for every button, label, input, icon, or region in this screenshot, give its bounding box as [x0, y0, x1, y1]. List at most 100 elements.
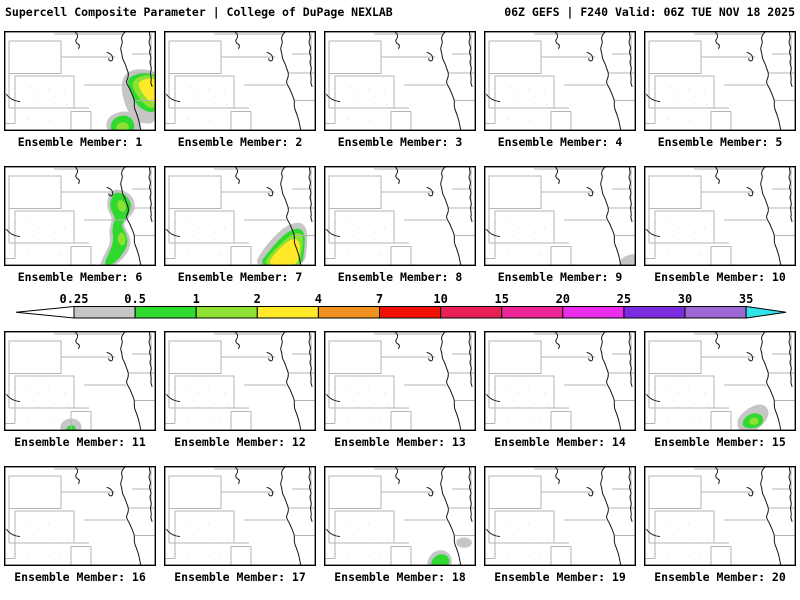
platte-river-icon [166, 94, 180, 102]
stipple-dot [357, 92, 359, 94]
stipple-dot [189, 221, 191, 223]
mississippi-river-icon [148, 466, 153, 522]
stipple-dot [193, 535, 195, 537]
stipple-dot [386, 104, 388, 106]
mississippi-river-icon [468, 166, 473, 222]
panel-caption: Ensemble Member: 14 [494, 435, 626, 449]
scale-segment [440, 306, 503, 319]
map-border [484, 466, 636, 566]
stipple-dot [347, 553, 349, 555]
river-curl-icon [106, 52, 114, 62]
stipple-dot [349, 86, 351, 88]
stipple-dot [53, 403, 55, 405]
stipple-dot [49, 120, 51, 122]
state-borders [325, 468, 475, 565]
ensemble-panel: Ensemble Member: 9 [484, 166, 636, 284]
ensemble-panel: Ensemble Member: 13 [324, 331, 476, 449]
stipple-dot [49, 255, 51, 257]
river-curl-icon [746, 52, 754, 62]
forecast-map [324, 166, 476, 266]
panel-row-2: Ensemble Member: 6 Ensemble Member: 7 Ense… [4, 166, 796, 284]
stipple-dot [386, 404, 388, 406]
ensemble-panel: Ensemble Member: 17 [164, 466, 316, 584]
scale-segment [317, 306, 380, 319]
ensemble-panel: Ensemble Member: 12 [164, 331, 316, 449]
stipple-dot [208, 523, 210, 525]
stipple-dot [669, 221, 671, 223]
ensemble-panel: Ensemble Member: 4 [484, 31, 636, 149]
stipple-dot [220, 419, 222, 421]
platte-river-icon [6, 94, 20, 102]
mississippi-river-icon [788, 31, 793, 87]
stipple-dot [187, 553, 189, 555]
stipple-dot [209, 555, 211, 557]
stipple-dot [197, 527, 199, 529]
map-border [324, 331, 476, 431]
stipple-dot [347, 118, 349, 120]
map-border [484, 331, 636, 431]
stipple-dot [706, 239, 708, 241]
stipple-dot [669, 386, 671, 388]
panel-caption: Ensemble Member: 8 [337, 270, 463, 284]
stipple-dot [677, 392, 679, 394]
missouri-river-sd-icon [75, 167, 80, 184]
forecast-map [644, 166, 796, 266]
stipple-dot [706, 404, 708, 406]
stipple-dot [507, 553, 509, 555]
forecast-map [4, 166, 156, 266]
missouri-river-icon [600, 466, 622, 566]
scale-tick-label: 30 [678, 292, 692, 306]
stipple-dot [704, 527, 706, 529]
forecast-map [4, 331, 156, 431]
mississippi-river-icon [628, 31, 633, 87]
stipple-dot [357, 527, 359, 529]
missouri-river-icon [280, 331, 302, 431]
stipple-dot [208, 88, 210, 90]
scale-underflow-arrow [15, 305, 75, 319]
missouri-river-icon [440, 466, 462, 566]
stipple-dot [347, 253, 349, 255]
stipple-dot [495, 553, 497, 555]
stipple-dot [60, 554, 62, 556]
stipple-dot [224, 227, 226, 229]
rivers [486, 331, 633, 431]
mississippi-river-icon [628, 466, 633, 522]
panel-caption: Ensemble Member: 15 [654, 435, 786, 449]
state-borders [485, 33, 635, 130]
stipple-dot [368, 223, 370, 225]
stipple-dot [375, 96, 377, 98]
forecast-map [164, 166, 316, 266]
stipple-dot [673, 235, 675, 237]
stipple-dot [60, 419, 62, 421]
scale-segment [195, 306, 258, 319]
river-curl-icon [746, 187, 754, 197]
stipple-dot [173, 222, 175, 224]
stipple-dot [667, 418, 669, 420]
product-title: Supercell Composite Parameter | College … [5, 5, 393, 19]
stipple-dot [189, 521, 191, 523]
scp-contour-fill [431, 554, 450, 566]
panel-caption: Ensemble Member: 19 [494, 570, 626, 584]
stipple-dot [197, 392, 199, 394]
stipple-dot [528, 223, 530, 225]
missouri-river-icon [120, 166, 142, 266]
stipple-dot [679, 81, 681, 83]
stipple-dot [187, 118, 189, 120]
stipple-dot [349, 521, 351, 523]
stipple-dot [677, 92, 679, 94]
stipple-dot [27, 118, 29, 120]
stipple-dot [55, 96, 57, 98]
stipple-dot [55, 396, 57, 398]
stipple-dot [175, 553, 177, 555]
mississippi-river-icon [628, 331, 633, 387]
rivers [6, 31, 153, 131]
rivers [486, 166, 633, 266]
stipple-dot [187, 418, 189, 420]
map-border [484, 166, 636, 266]
stipple-dot [513, 400, 515, 402]
stipple-dot [493, 522, 495, 524]
stipple-dot [509, 521, 511, 523]
stipple-dot [519, 216, 521, 218]
platte-river-icon [486, 94, 500, 102]
scale-tick-label: 0.25 [60, 292, 89, 306]
